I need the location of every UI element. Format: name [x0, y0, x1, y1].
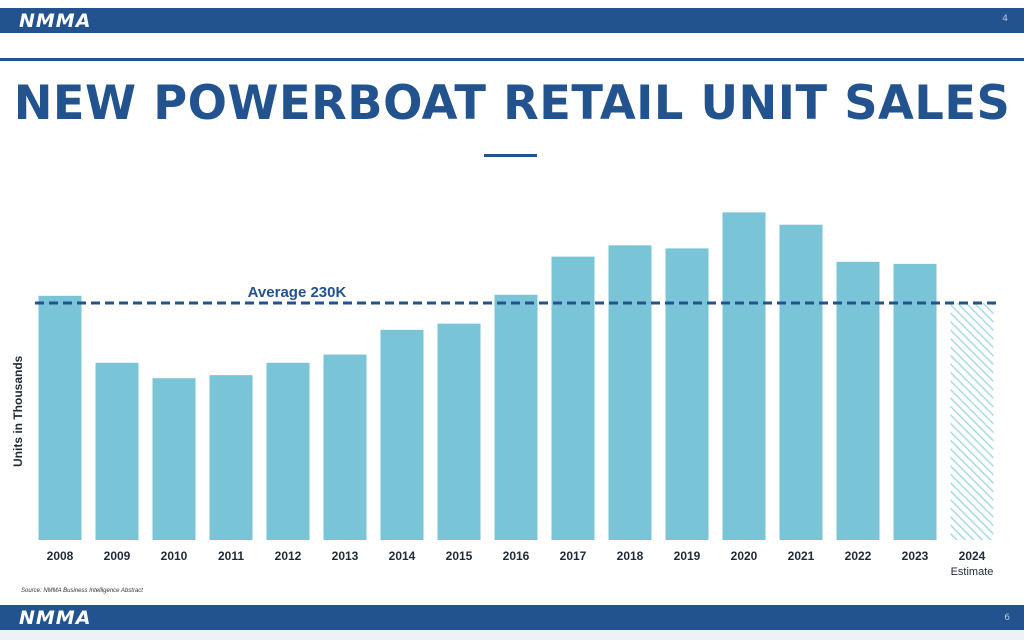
header-bar: NMMA 4: [0, 8, 1024, 33]
x-tick-label-2015: 2015: [446, 549, 473, 563]
x-tick-label-2020: 2020: [731, 549, 758, 563]
footer-bar: NMMA 6: [0, 605, 1024, 630]
x-tick-label-2008: 2008: [47, 549, 74, 563]
title-underline: [484, 154, 537, 157]
x-tick-label-2024: 2024: [959, 549, 986, 563]
bottom-strip: [0, 630, 1024, 640]
bar-2020: [722, 212, 766, 540]
x-tick-label-2017: 2017: [560, 549, 587, 563]
bar-2010: [152, 378, 196, 540]
average-label: Average 230K: [248, 284, 347, 301]
x-tick-label-2019: 2019: [674, 549, 701, 563]
bar-2021: [779, 224, 823, 540]
x-tick-label-2012: 2012: [275, 549, 302, 563]
bar-2018: [608, 245, 652, 541]
x-tick-label-2021: 2021: [788, 549, 815, 563]
x-tick-sublabel-2024: Estimate: [951, 566, 994, 578]
bar-2009: [95, 362, 139, 540]
page-number: 4: [1002, 14, 1008, 24]
bar-2015: [437, 323, 481, 540]
x-tick-label-2010: 2010: [161, 549, 188, 563]
x-tick-label-2023: 2023: [902, 549, 929, 563]
footer-page-number: 6: [1004, 613, 1010, 623]
bar-2012: [266, 362, 310, 540]
bar-2011: [209, 375, 253, 540]
nmma-footer-logo: NMMA: [19, 607, 92, 629]
x-tick-label-2011: 2011: [218, 549, 244, 563]
bar-2024-estimate: [950, 303, 994, 540]
source-note: Source: NMMA Business Intelligence Abstr…: [21, 588, 143, 594]
bar-2022: [836, 261, 880, 540]
chart-title: NEW POWERBOAT RETAIL UNIT SALES: [13, 76, 1011, 131]
header-rule: [0, 58, 1024, 61]
x-tick-label-2022: 2022: [845, 549, 872, 563]
bar-2017: [551, 256, 595, 540]
x-tick-label-2013: 2013: [332, 549, 359, 563]
nmma-logo: NMMA: [19, 10, 92, 32]
bar-2013: [323, 354, 367, 540]
bar-2008: [38, 295, 82, 540]
bar-2023: [893, 263, 937, 540]
bar-2016: [494, 294, 538, 540]
x-tick-label-2016: 2016: [503, 549, 530, 563]
bar-2019: [665, 248, 709, 540]
x-tick-label-2018: 2018: [617, 549, 644, 563]
x-tick-label-2014: 2014: [389, 549, 416, 563]
bar-2014: [380, 329, 424, 540]
x-tick-label-2009: 2009: [104, 549, 131, 563]
